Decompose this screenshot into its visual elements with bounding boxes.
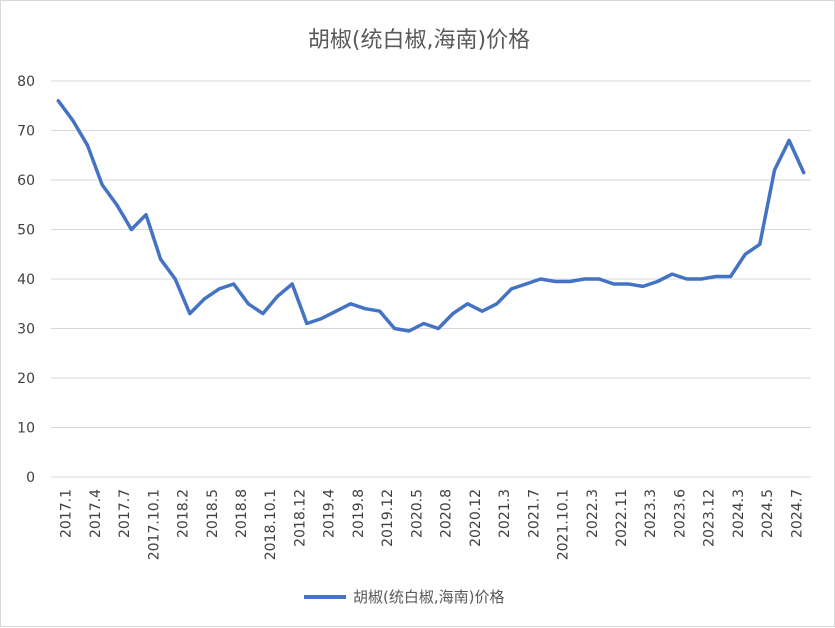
y-tick-label: 20 [17, 371, 35, 387]
data-point [261, 312, 265, 316]
data-point [568, 280, 572, 283]
data-point [115, 203, 119, 207]
data-point [276, 294, 279, 298]
y-tick-label: 40 [17, 272, 35, 288]
data-point [495, 302, 499, 306]
x-tick-label: 2020.12 [468, 489, 484, 547]
y-tick-label: 50 [17, 223, 35, 239]
data-point [290, 282, 294, 286]
data-point [86, 143, 89, 147]
data-point [729, 275, 733, 278]
y-tick-label: 30 [17, 322, 35, 338]
x-tick-label: 2018.2 [176, 489, 192, 538]
data-point [246, 302, 250, 306]
data-point [173, 277, 177, 281]
x-tick-label: 2021.10.1 [556, 489, 572, 560]
data-point [159, 257, 163, 261]
data-point [743, 252, 747, 256]
data-point [363, 307, 367, 311]
x-tick-label: 2018.12 [292, 489, 308, 547]
legend-label: 胡椒(统白椒,海南)价格 [353, 588, 504, 606]
data-point [407, 329, 411, 333]
x-tick-label: 2023.3 [643, 489, 659, 538]
data-point [539, 277, 543, 281]
x-axis-ticks: 2017.1 2017.4 2017.7 2017.10.1 2018.2 2018.5 2… [59, 489, 806, 560]
series-layer [56, 99, 806, 333]
data-point [349, 302, 353, 306]
data-point [787, 138, 791, 142]
y-tick-label: 80 [17, 74, 35, 90]
data-point [466, 302, 469, 306]
y-tick-label: 0 [26, 470, 35, 486]
data-point [509, 287, 513, 291]
data-point [203, 297, 206, 301]
data-point [758, 242, 762, 246]
chart-title: 胡椒(统白椒,海南)价格 [308, 28, 530, 53]
x-tick-label: 2021.3 [497, 489, 513, 538]
x-tick-label: 2020.5 [409, 489, 425, 538]
data-point [524, 282, 528, 286]
x-tick-label: 2019.4 [322, 489, 338, 538]
x-tick-label: 2022.11 [614, 489, 630, 547]
data-point [71, 119, 75, 123]
data-point [305, 322, 309, 325]
data-point [436, 327, 440, 330]
data-point [612, 282, 616, 286]
data-point [773, 168, 776, 172]
x-tick-label: 2017.10.1 [146, 489, 162, 560]
data-point [641, 284, 645, 288]
data-point [802, 171, 806, 175]
data-point [378, 309, 382, 313]
x-tick-label: 2018.5 [205, 489, 221, 538]
data-point [480, 309, 484, 313]
x-tick-label: 2019.12 [380, 489, 396, 547]
x-tick-label: 2017.1 [59, 489, 75, 538]
x-tick-label: 2024.3 [731, 489, 747, 538]
data-point [626, 282, 630, 286]
data-point [100, 183, 104, 187]
series-line [56, 99, 806, 333]
data-point [699, 277, 703, 281]
data-point [188, 312, 192, 316]
x-tick-label: 2018.10.1 [263, 489, 279, 560]
data-point [334, 309, 338, 313]
x-tick-label: 2024.7 [789, 489, 805, 538]
data-point [583, 277, 586, 281]
data-point [685, 277, 689, 281]
x-tick-label: 2019.8 [351, 489, 367, 538]
x-tick-label: 2022.3 [585, 489, 601, 538]
data-point [393, 327, 396, 330]
data-point [422, 322, 426, 325]
gridlines [51, 80, 811, 478]
x-tick-label: 2018.8 [234, 489, 250, 538]
data-point [597, 277, 601, 281]
data-point [714, 275, 718, 278]
x-tick-label: 2023.6 [672, 489, 688, 538]
y-tick-label: 10 [17, 421, 35, 437]
x-tick-label: 2017.4 [88, 489, 104, 538]
y-tick-label: 60 [17, 173, 35, 189]
x-tick-label: 2017.7 [117, 489, 133, 538]
data-point [56, 99, 60, 103]
data-point [129, 228, 133, 231]
y-axis-ticks: 0 10 20 30 40 50 60 70 80 [17, 74, 35, 486]
data-point [232, 282, 236, 286]
data-point [144, 213, 148, 217]
data-point [656, 280, 659, 283]
x-tick-label: 2023.12 [702, 489, 718, 547]
data-point [451, 312, 455, 316]
x-tick-label: 2021.7 [526, 489, 542, 538]
x-tick-label: 2024.5 [760, 489, 776, 538]
legend: 胡椒(统白椒,海南)价格 [304, 588, 504, 606]
data-point [217, 287, 221, 291]
y-tick-label: 70 [17, 124, 35, 140]
data-point [319, 317, 323, 321]
data-point [670, 272, 674, 276]
data-point [553, 280, 557, 283]
x-tick-label: 2020.8 [439, 489, 455, 538]
